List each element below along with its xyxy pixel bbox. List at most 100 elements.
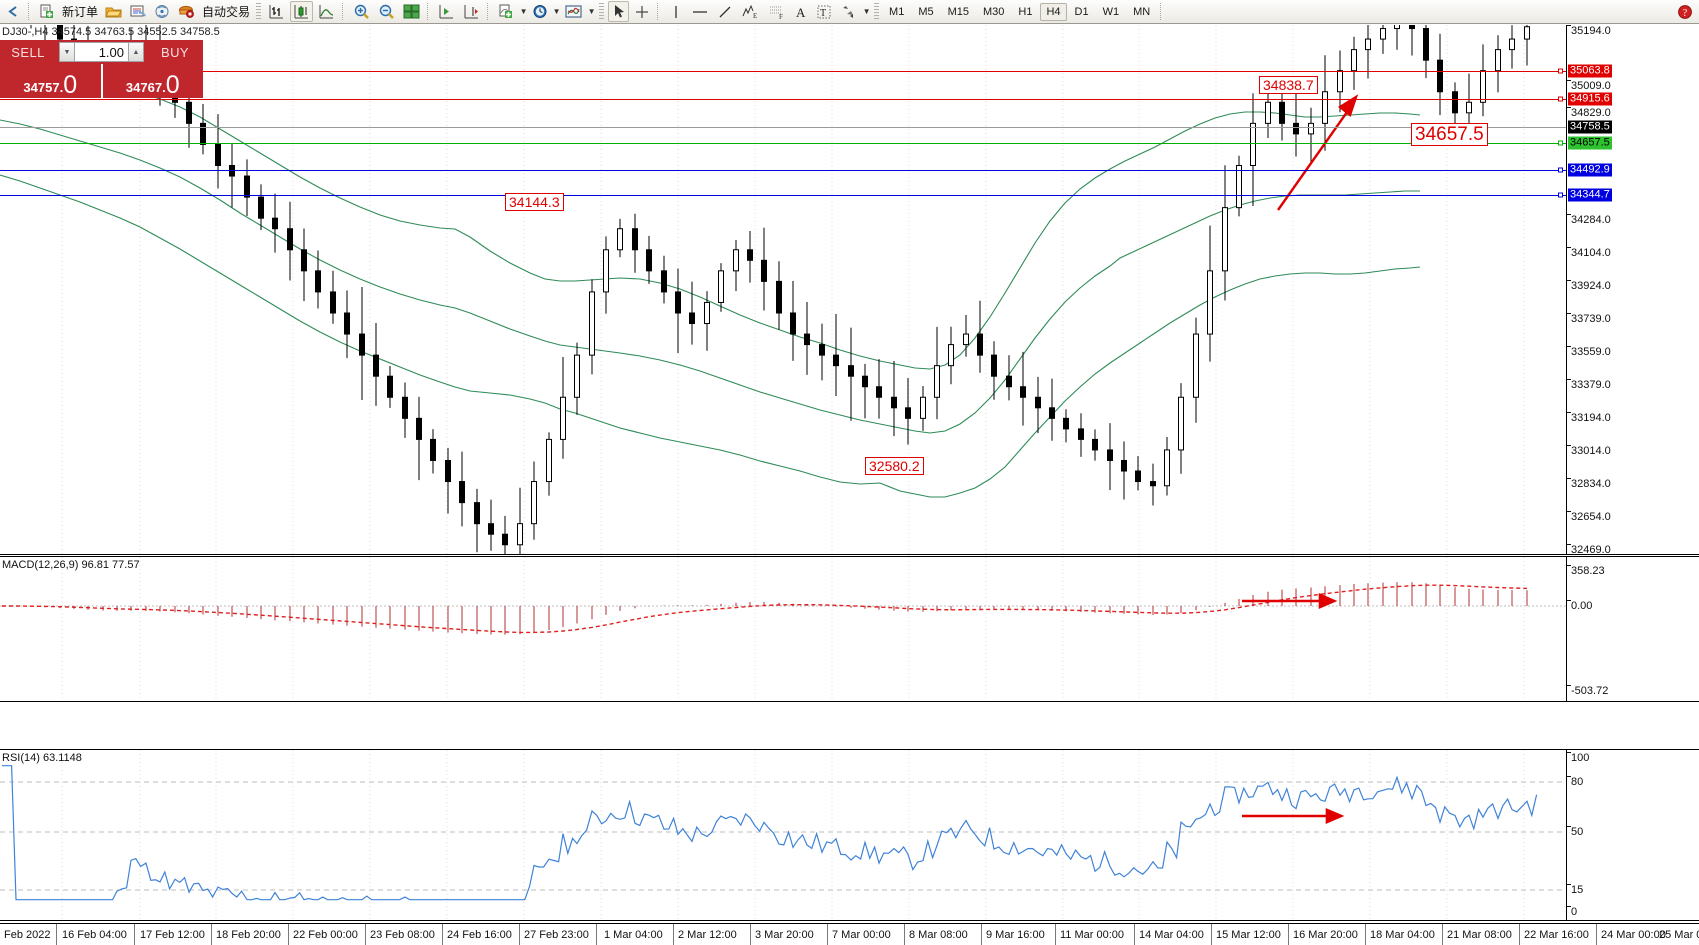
price-tag-support-34657[interactable]: 34657.5 bbox=[1568, 136, 1612, 150]
price-tag-resistance-35063[interactable]: 35063.8 bbox=[1568, 64, 1612, 78]
timeframe-h4[interactable]: H4 bbox=[1040, 2, 1067, 21]
rsi-tick: 80 bbox=[1567, 776, 1583, 788]
support-line-34492[interactable] bbox=[0, 170, 1566, 171]
time-axis-separator bbox=[1596, 924, 1597, 945]
shift-start-icon[interactable] bbox=[435, 1, 458, 22]
fibonacci-icon[interactable]: F bbox=[764, 1, 788, 22]
price-tag-resistance-34915[interactable]: 34915.6 bbox=[1568, 92, 1612, 106]
toolbar-separator bbox=[28, 3, 32, 20]
buy-button[interactable]: BUY bbox=[147, 40, 203, 64]
text-label-icon[interactable]: T bbox=[813, 1, 835, 22]
timeframe-m30[interactable]: M30 bbox=[983, 5, 1005, 18]
time-axis-separator bbox=[1365, 924, 1366, 945]
last-price-line bbox=[0, 127, 1566, 128]
timeframe-m15[interactable]: M15 bbox=[947, 5, 969, 18]
price-chart-panel[interactable]: 34838.7 34657.5 34144.3 32580.2 35194.0 … bbox=[0, 25, 1699, 556]
shift-end-icon[interactable] bbox=[460, 1, 483, 22]
macd-tick: -503.72 bbox=[1567, 685, 1608, 697]
new-order-icon[interactable] bbox=[36, 1, 58, 22]
elliott-wave-icon[interactable]: E bbox=[738, 1, 762, 22]
one-click-trading-panel[interactable]: SELL ▼ 1.00 ▲ BUY 34757 . 0 34767 . 0 bbox=[0, 40, 203, 98]
support-handle-34492[interactable] bbox=[1558, 167, 1563, 173]
toolbar-grip[interactable] bbox=[599, 2, 605, 21]
annotation-34838[interactable]: 34838.7 bbox=[1259, 76, 1318, 94]
macd-axis[interactable]: 358.23 0.00 -503.72 bbox=[1566, 557, 1699, 701]
svg-text:A: A bbox=[796, 5, 806, 20]
timeframe-m5[interactable]: M5 bbox=[918, 5, 934, 18]
volume-input[interactable]: 1.00 bbox=[75, 42, 128, 62]
auto-trading-icon[interactable] bbox=[175, 1, 198, 22]
toolbar-grip[interactable] bbox=[256, 2, 262, 21]
price-tag-support-34492[interactable]: 34492.9 bbox=[1568, 163, 1612, 177]
support-line-34657[interactable] bbox=[0, 143, 1566, 144]
new-order-label[interactable]: 新订单 bbox=[62, 5, 99, 19]
macd-indicator-panel[interactable]: MACD(12,26,9) 96.81 77.57 bbox=[0, 556, 1699, 702]
timeframe-w1[interactable]: W1 bbox=[1102, 5, 1120, 18]
rsi-indicator-panel[interactable]: RSI(14) 63.1148 bbox=[0, 749, 1699, 921]
bar-chart-icon[interactable] bbox=[265, 1, 288, 22]
time-axis-separator bbox=[827, 924, 828, 945]
resistance-handle-34915[interactable] bbox=[1558, 96, 1563, 102]
buy-price[interactable]: 34767 . 0 bbox=[100, 64, 203, 98]
signal-icon[interactable] bbox=[151, 1, 173, 22]
price-tick: 33559.0 bbox=[1567, 346, 1611, 358]
timeframe-mn[interactable]: MN bbox=[1133, 5, 1151, 18]
chevron-down-icon[interactable]: ▼ bbox=[552, 7, 561, 16]
candlestick-chart-icon[interactable] bbox=[290, 1, 314, 22]
chevron-down-icon[interactable]: ▼ bbox=[862, 7, 871, 16]
sell-price[interactable]: 34757 . 0 bbox=[0, 64, 101, 98]
auto-trading-label[interactable]: 自动交易 bbox=[202, 5, 251, 19]
rsi-axis[interactable]: 100 80 50 15 0 bbox=[1566, 750, 1699, 920]
price-axis[interactable]: 35194.0 35009.0 34829.0 34284.0 34104.0 … bbox=[1566, 25, 1699, 556]
macd-tick: 358.23 bbox=[1567, 565, 1605, 577]
timeframe-m1[interactable]: M1 bbox=[889, 5, 905, 18]
resistance-line-35063[interactable] bbox=[0, 71, 1566, 72]
resistance-line-34915[interactable] bbox=[0, 99, 1566, 100]
macd-plot-area[interactable] bbox=[0, 557, 1699, 701]
price-tick: 34829.0 bbox=[1567, 107, 1611, 119]
price-tag-support-34344[interactable]: 34344.7 bbox=[1568, 188, 1612, 202]
support-line-34344[interactable] bbox=[0, 195, 1566, 196]
price-plot-area[interactable] bbox=[0, 25, 1699, 554]
chevron-down-icon[interactable]: ▼ bbox=[587, 7, 596, 16]
line-chart-icon[interactable] bbox=[315, 1, 338, 22]
time-axis-label: 9 Mar 16:00 bbox=[986, 929, 1045, 941]
terminal-icon[interactable] bbox=[127, 1, 149, 22]
rsi-label: RSI(14) 63.1148 bbox=[2, 752, 82, 764]
toolbar-grip[interactable] bbox=[874, 2, 880, 21]
shapes-icon[interactable] bbox=[837, 1, 861, 22]
annotation-32580[interactable]: 32580.2 bbox=[865, 457, 924, 475]
trade-panel-top-row: SELL ▼ 1.00 ▲ BUY bbox=[0, 40, 203, 64]
zoom-out-icon[interactable] bbox=[375, 1, 398, 22]
text-icon[interactable]: A bbox=[790, 1, 811, 22]
cursor-icon[interactable] bbox=[608, 1, 630, 22]
support-handle-34657[interactable] bbox=[1558, 140, 1563, 146]
rsi-plot-area[interactable] bbox=[0, 750, 1699, 920]
arrow-left-icon[interactable] bbox=[3, 1, 24, 22]
zoom-in-icon[interactable] bbox=[350, 1, 373, 22]
support-handle-34344[interactable] bbox=[1558, 192, 1563, 198]
annotation-34657[interactable]: 34657.5 bbox=[1411, 123, 1488, 146]
add-indicator-icon[interactable] bbox=[495, 1, 518, 22]
vertical-line-icon[interactable] bbox=[665, 1, 686, 22]
tile-windows-icon[interactable] bbox=[400, 1, 423, 22]
price-tick: 32654.0 bbox=[1567, 511, 1611, 523]
templates-icon[interactable] bbox=[562, 1, 586, 22]
volume-stepper[interactable]: ▼ 1.00 ▲ bbox=[56, 40, 147, 64]
chevron-down-icon[interactable]: ▼ bbox=[519, 7, 528, 16]
sell-button[interactable]: SELL bbox=[0, 40, 56, 64]
trendline-icon[interactable] bbox=[714, 1, 736, 22]
volume-increase-icon[interactable]: ▲ bbox=[128, 42, 144, 62]
period-clock-icon[interactable] bbox=[529, 1, 551, 22]
horizontal-line-icon[interactable] bbox=[688, 1, 712, 22]
volume-decrease-icon[interactable]: ▼ bbox=[59, 42, 75, 62]
time-axis[interactable]: Feb 2022 16 Feb 04:00 17 Feb 12:00 18 Feb 2… bbox=[0, 923, 1699, 945]
folder-icon[interactable] bbox=[102, 1, 125, 22]
help-icon[interactable]: ? bbox=[1674, 1, 1696, 22]
timeframe-h1[interactable]: H1 bbox=[1018, 5, 1033, 18]
annotation-34144[interactable]: 34144.3 bbox=[505, 193, 564, 211]
timeframe-d1[interactable]: D1 bbox=[1074, 5, 1089, 18]
crosshair-icon[interactable] bbox=[631, 1, 653, 22]
resistance-handle-35063[interactable] bbox=[1558, 68, 1563, 74]
